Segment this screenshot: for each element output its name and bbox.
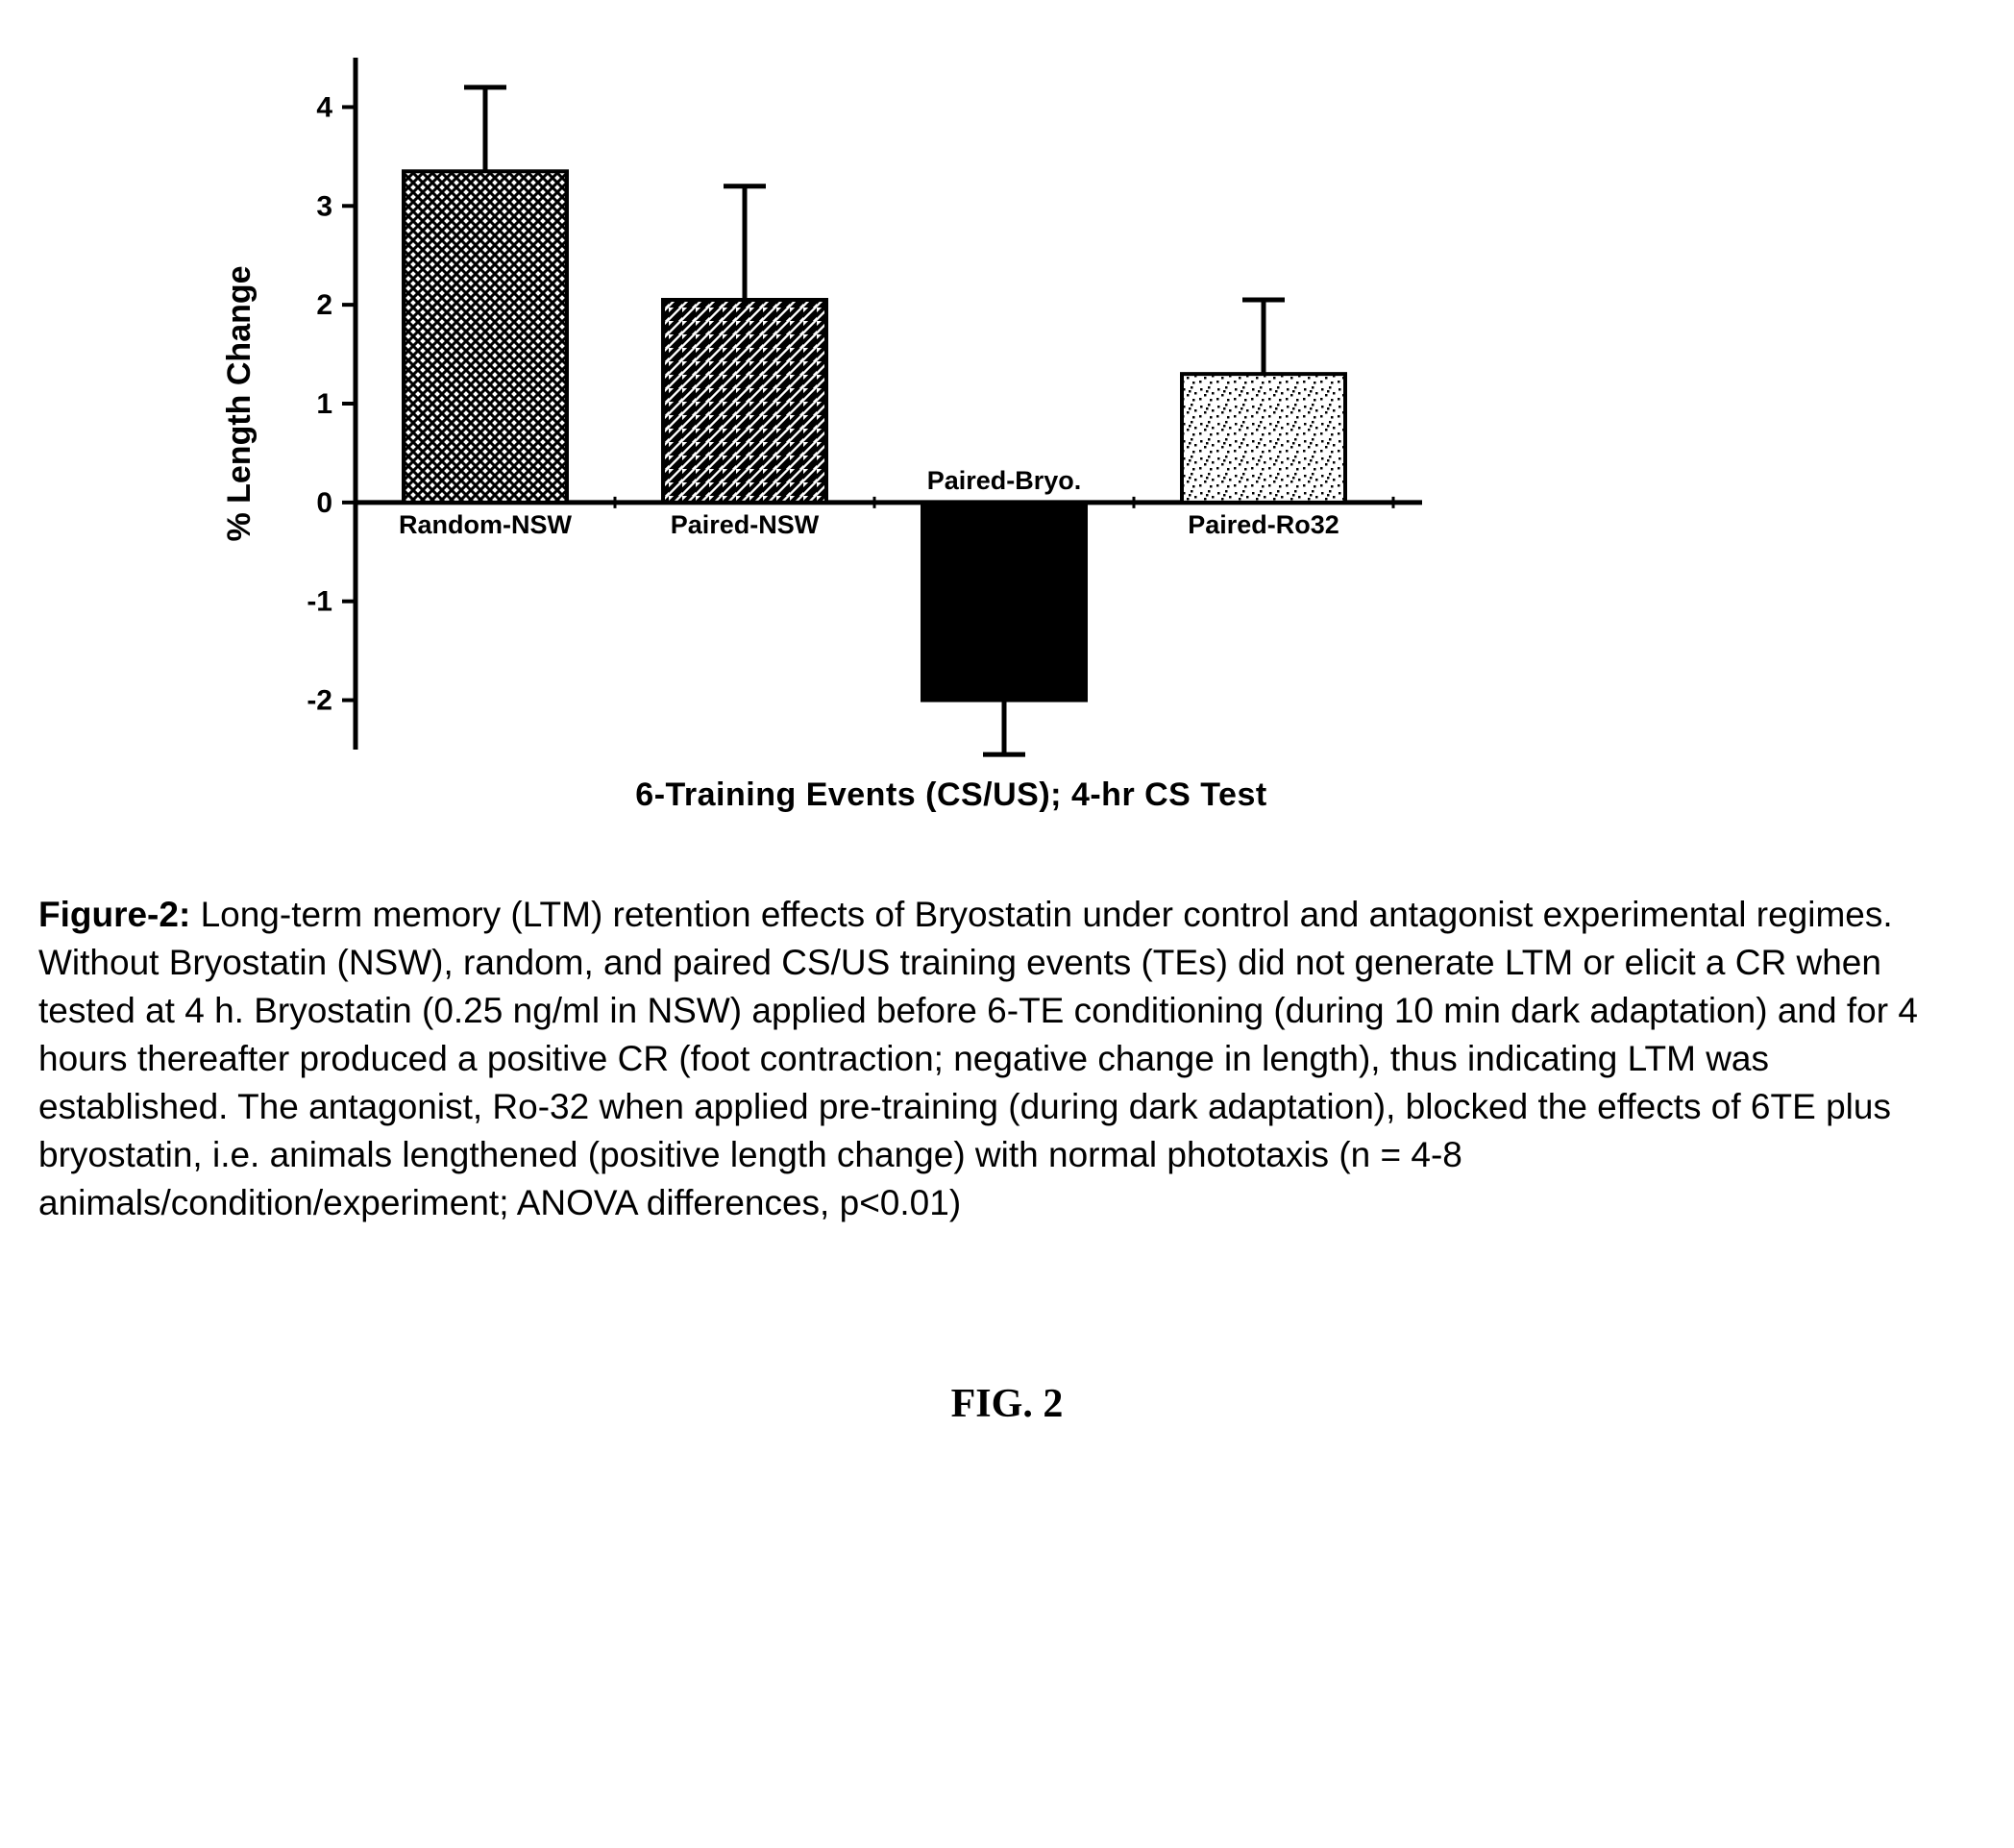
chart-outer: -2 -1 0 1 2 3 4 % Length Change Random-NSW Paired… (211, 38, 1976, 814)
svg-text:3: 3 (316, 190, 332, 222)
x-axis-title: 6-Training Events (CS/US); 4-hr CS Test (461, 776, 1441, 814)
figure-caption: Figure-2: Long-term memory (LTM) retenti… (38, 891, 1941, 1227)
svg-text:-2: -2 (307, 685, 332, 717)
svg-text:4: 4 (316, 91, 332, 123)
svg-text:2: 2 (316, 289, 332, 321)
figure-wrapper: -2 -1 0 1 2 3 4 % Length Change Random-NSW Paired… (38, 38, 1976, 1427)
caption-lead: Figure-2: (38, 895, 190, 934)
svg-text:-1: -1 (307, 586, 332, 618)
svg-text:Paired-Ro32: Paired-Ro32 (1188, 510, 1339, 539)
svg-text:0: 0 (316, 487, 332, 519)
caption-body: Long-term memory (LTM) retention effects… (38, 895, 1918, 1222)
svg-text:Paired-Bryo.: Paired-Bryo. (927, 466, 1082, 495)
svg-text:% Length Change: % Length Change (221, 265, 258, 541)
svg-text:Paired-NSW: Paired-NSW (671, 510, 820, 539)
figure-label: FIG. 2 (38, 1381, 1976, 1427)
bar-chart: -2 -1 0 1 2 3 4 % Length Change Random-NSW Paired… (211, 38, 1441, 769)
svg-text:1: 1 (316, 388, 332, 420)
chart-container: -2 -1 0 1 2 3 4 % Length Change Random-NSW Paired… (211, 38, 1441, 814)
svg-text:Random-NSW: Random-NSW (399, 510, 572, 539)
